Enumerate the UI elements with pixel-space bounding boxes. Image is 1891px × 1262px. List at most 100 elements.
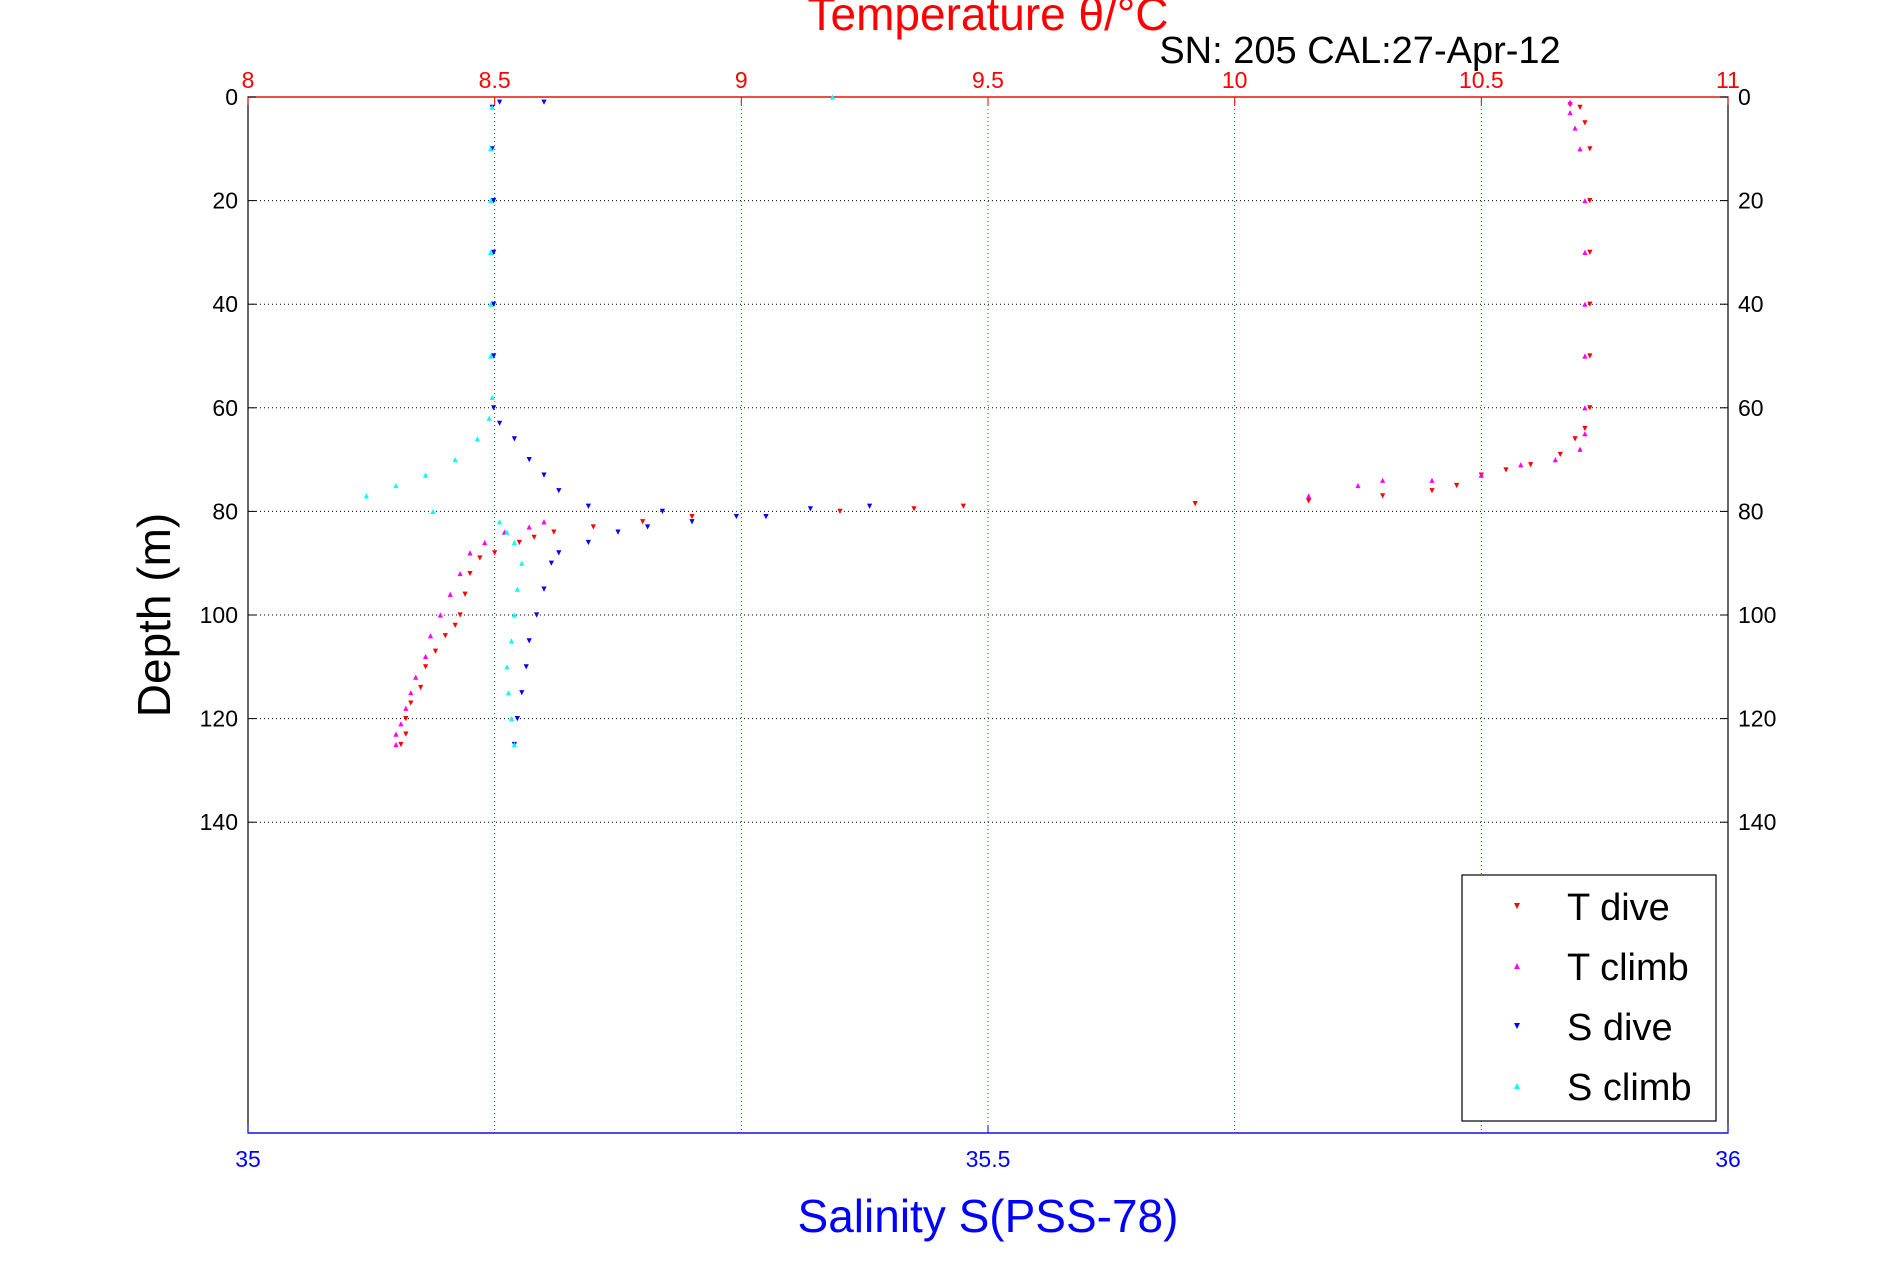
salinity-tick-label: 35.5: [966, 1146, 1011, 1172]
s-climb-point: [474, 436, 480, 442]
s-dive-point: [497, 99, 503, 105]
s-dive-point: [541, 472, 547, 478]
t-climb-point: [393, 731, 399, 737]
s-dive-point: [615, 529, 621, 535]
legend-entries: T dive T climb S dive S climb: [1514, 887, 1692, 1109]
t-climb-point: [447, 591, 453, 597]
t-climb-point: [413, 674, 419, 680]
s-climb-point: [393, 482, 399, 489]
t-dive-point: [1454, 482, 1460, 489]
legend-marker-t-dive: [1514, 903, 1520, 909]
t-dive-point: [1577, 104, 1583, 110]
s-dive-point: [659, 508, 665, 514]
t-dive-point: [457, 612, 463, 618]
s-dive-point: [491, 198, 497, 204]
t-dive-point: [408, 700, 414, 706]
t-dive-point: [1587, 198, 1593, 204]
depth-tick-label-right: 0: [1738, 84, 1751, 110]
t-climb-point: [541, 519, 547, 525]
t-climb-point: [1478, 472, 1484, 478]
s-dive-point: [556, 550, 562, 556]
depth-tick-label-left: 20: [212, 188, 238, 214]
s-climb-point: [511, 741, 517, 748]
depth-tick-label-left: 40: [212, 291, 238, 317]
t-climb-point: [1582, 301, 1588, 307]
legend-marker-t-climb: [1514, 963, 1520, 969]
t-climb-point: [1572, 125, 1578, 131]
salinity-tick-label: 36: [1715, 1146, 1741, 1172]
s-climb-point: [504, 529, 510, 535]
t-climb-point: [427, 633, 434, 639]
s-dive-point: [511, 436, 517, 442]
t-dive-point: [1306, 498, 1312, 504]
depth-axis-title: Depth (m): [128, 513, 180, 717]
t-dive-point: [1587, 249, 1593, 255]
chart-title: Temperature θ/°C: [808, 0, 1169, 40]
legend-label-t-dive: T dive: [1567, 887, 1670, 929]
s-dive-point: [645, 524, 651, 530]
data-points-layer: [363, 94, 1593, 748]
t-dive-point: [1429, 488, 1435, 494]
t-dive-point: [1582, 120, 1588, 126]
t-climb-point: [437, 612, 443, 618]
s-dive-point: [526, 457, 532, 463]
s-dive-point: [491, 353, 497, 359]
s-dive-point: [514, 716, 520, 722]
s-climb-point: [488, 146, 494, 152]
chart-subtitle: SN: 205 CAL:27-Apr-12: [1159, 30, 1560, 72]
legend-marker-s-dive: [1514, 1023, 1520, 1029]
s-climb-point: [489, 104, 495, 110]
t-dive-point: [1503, 467, 1509, 473]
t-dive-point: [423, 664, 429, 670]
t-dive-point: [911, 506, 917, 512]
t-dive-point: [462, 591, 468, 597]
t-dive-point: [467, 570, 473, 577]
t-dive-point: [442, 633, 448, 639]
t-climb-point: [1429, 477, 1435, 483]
temperature-tick-label: 8: [242, 67, 255, 93]
t-climb-point: [457, 570, 463, 577]
s-climb-point: [505, 690, 512, 696]
temperature-tick-label: 10.5: [1459, 67, 1504, 93]
t-climb-point: [1355, 482, 1361, 489]
t-dive-point: [960, 503, 966, 509]
s-climb-point: [504, 664, 510, 670]
t-climb-point: [1582, 353, 1588, 359]
t-dive-point: [551, 529, 557, 535]
depth-tick-label-left: 0: [225, 84, 238, 110]
t-dive-point: [590, 524, 596, 530]
depth-tick-label-left: 80: [212, 498, 238, 524]
depth-tick-label-right: 100: [1738, 602, 1776, 628]
s-dive-point: [585, 539, 591, 546]
s-climb-point: [508, 716, 515, 722]
legend-label-s-climb: S climb: [1567, 1067, 1692, 1109]
t-dive-point: [531, 534, 537, 540]
t-climb-point: [398, 721, 404, 727]
t-dive-point: [477, 555, 483, 561]
depth-tick-label-right: 40: [1738, 291, 1764, 317]
t-climb-point: [1582, 198, 1588, 204]
t-dive-point: [1192, 501, 1198, 507]
t-climb-point: [1380, 477, 1386, 483]
t-climb-point: [423, 653, 429, 660]
t-climb-point: [482, 539, 488, 546]
legend-marker-s-climb: [1514, 1083, 1520, 1089]
s-dive-point: [491, 301, 497, 307]
depth-tick-label-left: 60: [212, 395, 238, 421]
t-dive-point: [640, 519, 646, 525]
t-dive-point: [403, 731, 409, 737]
t-dive-point: [418, 684, 424, 691]
t-dive-point: [492, 550, 498, 556]
t-dive-point: [1528, 462, 1534, 468]
s-climb-point: [497, 519, 503, 525]
t-climb-point: [1306, 493, 1312, 499]
t-dive-point: [837, 508, 843, 514]
s-dive-point: [548, 560, 554, 566]
s-climb-point: [511, 539, 517, 546]
t-dive-point: [1572, 436, 1578, 442]
s-climb-point: [489, 394, 495, 401]
s-dive-point: [867, 503, 873, 509]
legend-label-s-dive: S dive: [1567, 1007, 1673, 1049]
s-climb-point: [488, 249, 494, 255]
